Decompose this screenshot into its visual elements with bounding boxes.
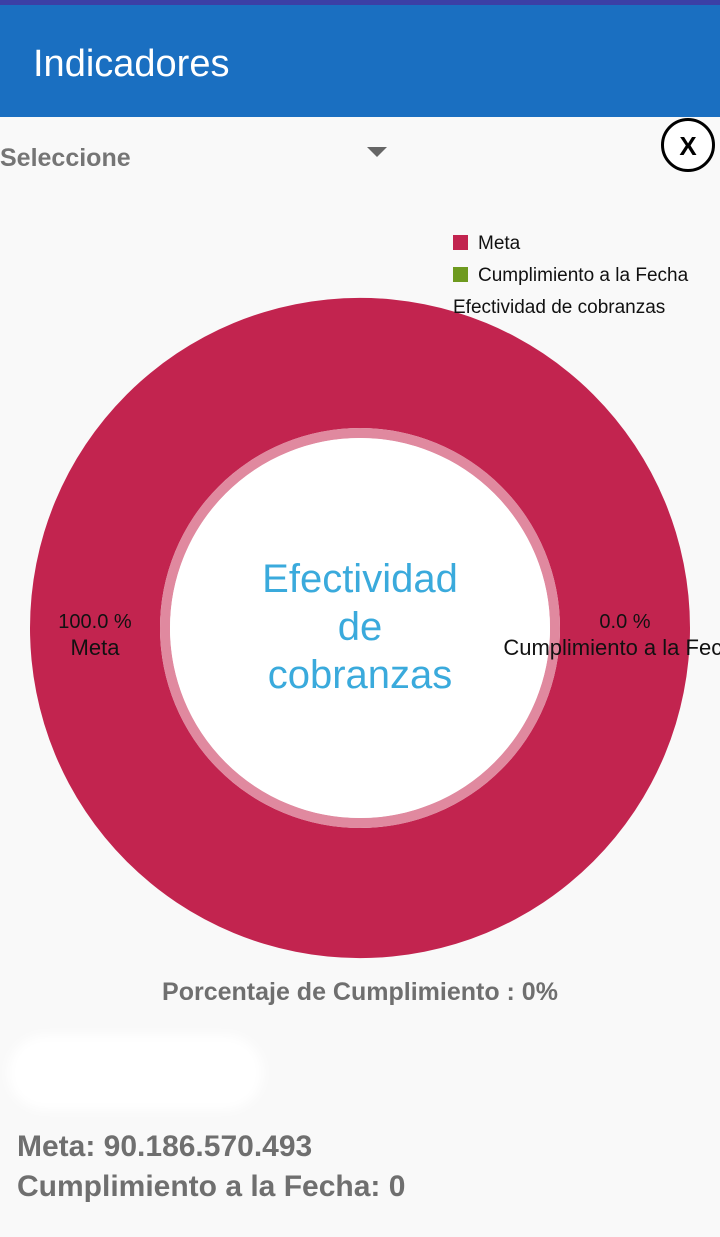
app-title: Indicadores: [33, 43, 230, 85]
dropdown[interactable]: Seleccione: [0, 144, 131, 172]
slice-value-label: 0.0 %: [599, 611, 650, 633]
dropdown-caret[interactable]: [367, 147, 387, 157]
legend-title: Efectividad de cobranzas: [453, 297, 665, 318]
status-strip: [0, 0, 720, 5]
legend-label: Cumplimiento a la Fecha: [478, 265, 689, 286]
donut-slice: [29, 297, 690, 959]
percentage-text: Porcentaje de Cumplimiento : 0%: [162, 978, 558, 1006]
inner-ring: [160, 428, 560, 828]
legend-swatch: [453, 267, 468, 282]
close-button[interactable]: X: [661, 118, 715, 172]
slice-value-label: 100.0 %: [58, 611, 132, 633]
meta-text: Meta: 90.186.570.493: [17, 1130, 313, 1163]
cumplimiento-text: Cumplimiento a la Fecha: 0: [17, 1170, 406, 1203]
legend-swatch: [453, 235, 468, 250]
legend-label: Meta: [478, 233, 521, 254]
blurred-area: [8, 1035, 263, 1110]
app-bar: Indicadores: [0, 5, 720, 117]
center-text: Efectividad de cobranzas: [262, 557, 458, 697]
slice-category-label: Meta: [71, 635, 121, 660]
donut-hole: [170, 438, 550, 818]
slice-category-label: Cumplimiento a la Fecha: [503, 635, 720, 660]
